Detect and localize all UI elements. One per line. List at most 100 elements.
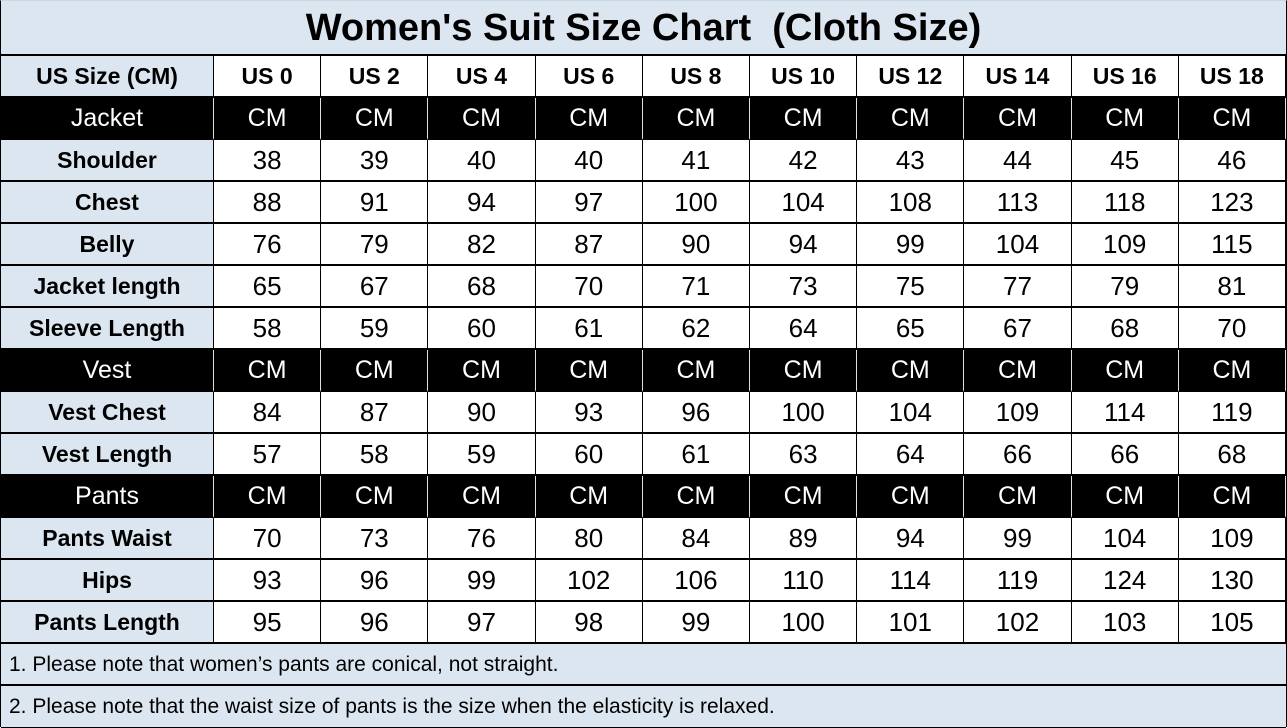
chart-title: Women's Suit Size Chart (Cloth Size)	[1, 1, 1286, 56]
column-header-cell: US 14	[964, 56, 1072, 98]
value-cell: 104	[749, 182, 858, 224]
value-cell: 96	[642, 392, 750, 434]
value-cell: 99	[428, 560, 536, 602]
unit-cell: CM	[214, 350, 322, 392]
unit-cell: CM	[321, 476, 429, 518]
value-cell: 119	[1178, 392, 1286, 434]
value-cell: 38	[214, 140, 322, 182]
value-cell: 104	[964, 224, 1072, 266]
corner-header-cell: US Size (CM)	[1, 56, 214, 98]
value-cell: 41	[642, 140, 750, 182]
value-cell: 109	[1071, 224, 1179, 266]
unit-cell: CM	[642, 98, 750, 140]
value-cell: 39	[321, 140, 429, 182]
value-cell: 93	[214, 560, 322, 602]
value-cell: 105	[1178, 602, 1286, 644]
unit-cell: CM	[1071, 98, 1179, 140]
value-cell: 96	[321, 602, 429, 644]
column-header-cell: US 2	[321, 56, 429, 98]
value-cell: 64	[749, 308, 858, 350]
value-cell: 110	[749, 560, 858, 602]
value-cell: 61	[642, 434, 750, 476]
unit-cell: CM	[428, 350, 536, 392]
value-cell: 95	[214, 602, 322, 644]
column-header-cell: US 8	[642, 56, 750, 98]
unit-cell: CM	[1071, 350, 1179, 392]
column-header-cell: US 6	[535, 56, 643, 98]
value-cell: 100	[749, 392, 858, 434]
row-label-cell: Jacket length	[1, 266, 214, 308]
value-cell: 91	[321, 182, 429, 224]
value-cell: 79	[1071, 266, 1179, 308]
value-cell: 65	[214, 266, 322, 308]
value-cell: 61	[535, 308, 643, 350]
value-cell: 115	[1178, 224, 1286, 266]
value-cell: 66	[1071, 434, 1179, 476]
row-label-cell: Belly	[1, 224, 214, 266]
value-cell: 73	[321, 518, 429, 560]
value-cell: 75	[857, 266, 965, 308]
column-header-cell: US 12	[857, 56, 965, 98]
value-cell: 106	[642, 560, 750, 602]
unit-cell: CM	[964, 98, 1072, 140]
unit-cell: CM	[857, 350, 965, 392]
unit-cell: CM	[642, 350, 750, 392]
value-cell: 109	[1178, 518, 1286, 560]
unit-cell: CM	[749, 476, 858, 518]
value-cell: 103	[1071, 602, 1179, 644]
row-label-cell: Shoulder	[1, 140, 214, 182]
value-cell: 93	[535, 392, 643, 434]
unit-cell: CM	[964, 350, 1072, 392]
column-header-cell: US 16	[1071, 56, 1179, 98]
value-cell: 40	[428, 140, 536, 182]
column-header-cell: US 18	[1178, 56, 1286, 98]
value-cell: 99	[964, 518, 1072, 560]
value-cell: 70	[535, 266, 643, 308]
value-cell: 64	[857, 434, 965, 476]
unit-cell: CM	[214, 476, 322, 518]
unit-cell: CM	[1178, 98, 1286, 140]
value-cell: 119	[964, 560, 1072, 602]
unit-cell: CM	[214, 98, 322, 140]
unit-cell: CM	[857, 98, 965, 140]
value-cell: 58	[321, 434, 429, 476]
unit-cell: CM	[428, 476, 536, 518]
value-cell: 88	[214, 182, 322, 224]
row-label-cell: Chest	[1, 182, 214, 224]
unit-cell: CM	[749, 98, 858, 140]
value-cell: 100	[642, 182, 750, 224]
value-cell: 67	[964, 308, 1072, 350]
value-cell: 62	[642, 308, 750, 350]
row-label-cell: Pants Waist	[1, 518, 214, 560]
value-cell: 94	[749, 224, 858, 266]
footnote-2: 2. Please note that the waist size of pa…	[1, 686, 1286, 728]
row-label-cell: Vest Chest	[1, 392, 214, 434]
value-cell: 87	[535, 224, 643, 266]
value-cell: 60	[535, 434, 643, 476]
value-cell: 44	[964, 140, 1072, 182]
value-cell: 104	[857, 392, 965, 434]
value-cell: 67	[321, 266, 429, 308]
unit-cell: CM	[1178, 476, 1286, 518]
value-cell: 68	[1178, 434, 1286, 476]
value-cell: 94	[857, 518, 965, 560]
value-cell: 65	[857, 308, 965, 350]
value-cell: 73	[749, 266, 858, 308]
value-cell: 84	[214, 392, 322, 434]
unit-cell: CM	[749, 350, 858, 392]
value-cell: 57	[214, 434, 322, 476]
value-cell: 77	[964, 266, 1072, 308]
value-cell: 82	[428, 224, 536, 266]
value-cell: 79	[321, 224, 429, 266]
value-cell: 46	[1178, 140, 1286, 182]
unit-cell: CM	[428, 98, 536, 140]
row-label-cell: Pants Length	[1, 602, 214, 644]
unit-cell: CM	[964, 476, 1072, 518]
value-cell: 76	[428, 518, 536, 560]
value-cell: 43	[857, 140, 965, 182]
unit-cell: CM	[535, 98, 643, 140]
value-cell: 118	[1071, 182, 1179, 224]
column-header-cell: US 0	[214, 56, 322, 98]
footnote-1: 1. Please note that women’s pants are co…	[1, 644, 1286, 686]
